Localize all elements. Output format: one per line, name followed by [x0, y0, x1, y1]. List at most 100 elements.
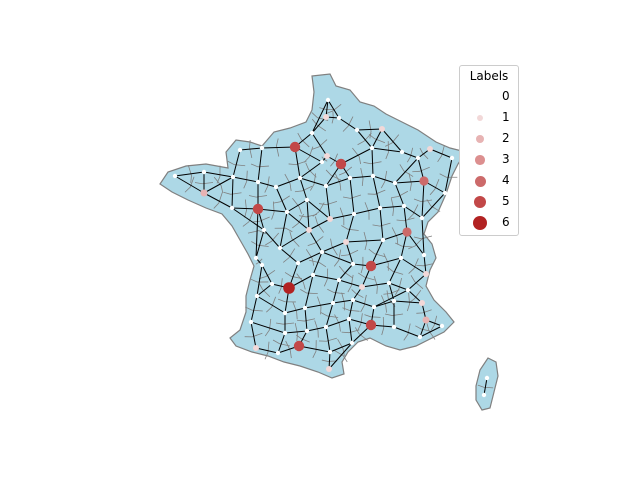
- graph-node-label-1: [423, 271, 429, 277]
- legend-marker: [476, 135, 484, 143]
- department-border: [426, 199, 441, 212]
- department-border: [284, 173, 292, 191]
- legend-title: Labels: [469, 69, 509, 83]
- graph-edge: [311, 99, 329, 134]
- legend-label: 0: [502, 89, 510, 103]
- graph-edge: [327, 99, 340, 119]
- graph-node-label-0: [484, 375, 490, 381]
- graph-node-label-0: [269, 281, 275, 287]
- department-border: [390, 197, 394, 217]
- graph-edge: [297, 251, 323, 264]
- department-border: [410, 275, 424, 290]
- department-border: [426, 323, 436, 340]
- department-border: [330, 238, 338, 256]
- graph-edge: [325, 185, 331, 220]
- department-border: [251, 241, 269, 247]
- legend-label: 2: [502, 131, 510, 145]
- graph-node-label-0: [304, 328, 310, 334]
- legend-marker: [477, 115, 483, 121]
- graph-node-label-0: [377, 205, 383, 211]
- department-border: [264, 318, 272, 337]
- graph-node-label-0: [401, 203, 407, 209]
- department-border: [282, 248, 296, 263]
- department-border: [300, 289, 318, 295]
- department-border: [311, 139, 328, 150]
- department-border: [384, 313, 404, 316]
- graph-edge: [255, 229, 265, 259]
- legend-item: 3: [460, 149, 518, 170]
- graph-edge: [407, 289, 423, 304]
- department-border: [321, 156, 328, 162]
- graph-edge: [306, 199, 331, 220]
- legend-label: 4: [502, 173, 510, 187]
- graph-edge: [379, 207, 384, 241]
- department-border: [364, 202, 370, 220]
- graph-node-label-0: [371, 304, 377, 310]
- department-border: [223, 191, 242, 195]
- graph-edge: [321, 241, 347, 253]
- graph-edge: [239, 147, 263, 151]
- graph-edge: [325, 326, 331, 353]
- department-border: [477, 384, 494, 389]
- department-border: [430, 315, 438, 331]
- graph-edge: [349, 175, 374, 179]
- graph-node-label-0: [261, 227, 267, 233]
- department-border: [298, 214, 318, 218]
- department-border: [391, 227, 399, 245]
- department-border: [311, 118, 326, 132]
- graph-edge: [257, 181, 277, 188]
- graph-node-label-1: [427, 146, 433, 152]
- department-border: [391, 190, 409, 199]
- graph-edge: [203, 192, 233, 209]
- legend-label: 3: [502, 152, 510, 166]
- department-border: [352, 147, 362, 165]
- graph-node-label-5: [365, 260, 377, 272]
- department-border: [250, 278, 269, 283]
- graph-edge: [421, 192, 446, 219]
- department-border: [187, 164, 192, 183]
- graph-edge: [325, 302, 334, 328]
- department-border: [321, 359, 338, 362]
- department-border: [314, 216, 325, 233]
- department-border: [416, 309, 432, 314]
- department-border: [341, 329, 360, 334]
- department-border: [305, 249, 315, 266]
- graph-node-label-0: [349, 340, 355, 346]
- graph-edge: [250, 321, 286, 334]
- graph-node-label-0: [323, 183, 329, 189]
- department-border: [317, 296, 322, 315]
- department-border: [255, 258, 263, 265]
- department-border: [413, 198, 433, 203]
- department-borders: [184, 103, 494, 389]
- graph-node-label-0: [319, 159, 325, 165]
- department-border: [396, 217, 415, 222]
- graph-edge: [299, 161, 323, 179]
- department-border: [242, 211, 254, 227]
- graph-edge: [379, 205, 405, 209]
- legend-item: 6: [460, 212, 518, 233]
- graph-edge: [401, 151, 419, 159]
- graph-edge: [284, 330, 308, 334]
- graph-edge: [400, 257, 427, 275]
- department-border: [244, 199, 247, 218]
- graph-node-label-0: [370, 173, 376, 179]
- graph-node-label-0: [327, 349, 333, 355]
- department-border: [407, 204, 419, 220]
- department-border: [347, 274, 354, 293]
- legend-label: 6: [502, 215, 510, 229]
- department-border: [213, 176, 224, 193]
- graph-node-label-0: [415, 155, 421, 161]
- graph-edge: [332, 299, 354, 304]
- department-border: [213, 192, 223, 209]
- department-border: [194, 182, 214, 185]
- graph-edge: [286, 211, 310, 231]
- graph-node-label-4: [419, 176, 429, 186]
- department-border: [319, 337, 338, 342]
- department-border: [264, 176, 270, 193]
- department-border: [266, 296, 277, 313]
- graph-edge: [381, 128, 403, 153]
- graph-node-label-1: [253, 345, 259, 351]
- graph-edge: [345, 239, 384, 243]
- legend-item: 2: [460, 128, 518, 149]
